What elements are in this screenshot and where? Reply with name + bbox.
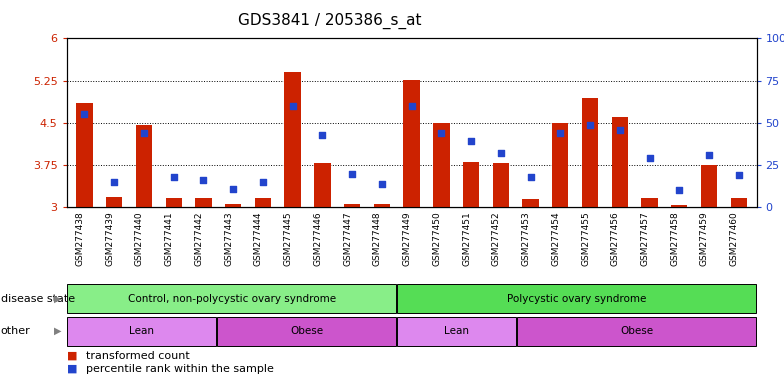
- Text: GSM277458: GSM277458: [670, 211, 679, 266]
- Text: GSM277448: GSM277448: [373, 211, 382, 266]
- Point: [286, 103, 299, 109]
- Bar: [195, 198, 212, 207]
- Bar: [255, 198, 271, 207]
- Point: [78, 111, 91, 118]
- FancyBboxPatch shape: [397, 316, 516, 346]
- Text: ■: ■: [67, 351, 77, 361]
- Text: GSM277449: GSM277449: [403, 211, 412, 266]
- Point: [643, 155, 655, 161]
- Text: Polycystic ovary syndrome: Polycystic ovary syndrome: [507, 293, 646, 304]
- Bar: [106, 197, 122, 207]
- Bar: [731, 198, 747, 207]
- Bar: [612, 117, 628, 207]
- Text: GSM277439: GSM277439: [105, 211, 114, 266]
- Bar: [165, 199, 182, 207]
- Bar: [225, 204, 241, 207]
- Text: Obese: Obese: [290, 326, 323, 336]
- Text: GSM277438: GSM277438: [75, 211, 85, 266]
- Bar: [671, 205, 688, 207]
- Point: [584, 121, 597, 127]
- Bar: [344, 204, 361, 207]
- Text: Control, non-polycystic ovary syndrome: Control, non-polycystic ovary syndrome: [128, 293, 336, 304]
- FancyBboxPatch shape: [517, 316, 756, 346]
- Bar: [641, 198, 658, 207]
- Bar: [582, 98, 598, 207]
- FancyBboxPatch shape: [67, 316, 216, 346]
- Text: GSM277446: GSM277446: [314, 211, 322, 266]
- Bar: [522, 199, 539, 207]
- Text: GSM277447: GSM277447: [343, 211, 352, 266]
- Text: GSM277456: GSM277456: [611, 211, 620, 266]
- Text: transformed count: transformed count: [86, 351, 190, 361]
- Text: Obese: Obese: [620, 326, 653, 336]
- Text: GDS3841 / 205386_s_at: GDS3841 / 205386_s_at: [238, 13, 421, 29]
- Text: GSM277440: GSM277440: [135, 211, 144, 266]
- Point: [256, 179, 269, 185]
- Bar: [433, 123, 449, 207]
- Point: [435, 130, 448, 136]
- FancyBboxPatch shape: [217, 316, 396, 346]
- Point: [495, 150, 507, 156]
- Text: GSM277445: GSM277445: [284, 211, 292, 266]
- Point: [376, 180, 388, 187]
- Text: other: other: [1, 326, 31, 336]
- Text: ▶: ▶: [54, 326, 62, 336]
- Text: GSM277453: GSM277453: [521, 211, 531, 266]
- Point: [524, 174, 537, 180]
- Text: GSM277444: GSM277444: [254, 211, 263, 266]
- Point: [465, 138, 477, 144]
- Bar: [492, 164, 509, 207]
- Text: disease state: disease state: [1, 293, 75, 304]
- Bar: [285, 72, 301, 207]
- FancyBboxPatch shape: [67, 284, 396, 313]
- Text: GSM277460: GSM277460: [730, 211, 739, 266]
- Point: [614, 127, 626, 133]
- Text: GSM277441: GSM277441: [165, 211, 174, 266]
- Bar: [374, 204, 390, 207]
- Text: GSM277451: GSM277451: [462, 211, 471, 266]
- Bar: [314, 163, 331, 207]
- Text: percentile rank within the sample: percentile rank within the sample: [86, 364, 274, 374]
- Bar: [463, 162, 479, 207]
- Text: GSM277459: GSM277459: [700, 211, 709, 266]
- Text: ▶: ▶: [54, 293, 62, 304]
- Text: Lean: Lean: [444, 326, 469, 336]
- Point: [405, 103, 418, 109]
- Text: ■: ■: [67, 364, 77, 374]
- Text: Lean: Lean: [129, 326, 154, 336]
- FancyBboxPatch shape: [397, 284, 756, 313]
- Bar: [552, 123, 568, 207]
- Point: [316, 132, 328, 138]
- Text: GSM277455: GSM277455: [581, 211, 590, 266]
- Point: [702, 152, 715, 158]
- Text: GSM277442: GSM277442: [194, 211, 203, 266]
- Point: [732, 172, 745, 178]
- Point: [227, 186, 239, 192]
- Text: GSM277457: GSM277457: [641, 211, 649, 266]
- Point: [108, 179, 121, 185]
- Text: GSM277454: GSM277454: [551, 211, 561, 266]
- Bar: [701, 165, 717, 207]
- Point: [346, 170, 358, 177]
- Bar: [76, 103, 93, 207]
- Text: GSM277443: GSM277443: [224, 211, 233, 266]
- Point: [554, 130, 567, 136]
- Text: GSM277450: GSM277450: [432, 211, 441, 266]
- Point: [673, 187, 685, 194]
- Bar: [136, 124, 152, 207]
- Bar: [404, 80, 419, 207]
- Point: [197, 177, 209, 184]
- Point: [168, 174, 180, 180]
- Point: [138, 130, 151, 136]
- Text: GSM277452: GSM277452: [492, 211, 501, 266]
